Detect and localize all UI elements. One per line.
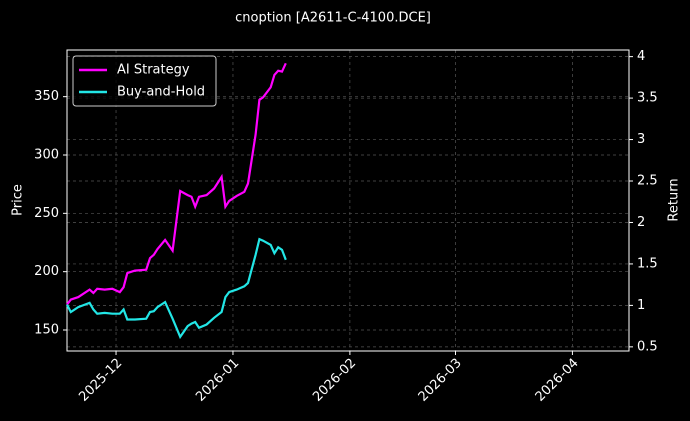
y2-axis-label: Return — [667, 178, 682, 221]
x-tick-label: 2026-03 — [416, 356, 465, 405]
chart-title: cnoption [A2611-C-4100.DCE] — [235, 11, 431, 26]
y-tick-label: 200 — [34, 264, 59, 279]
x-tick-label: 2025-12 — [76, 356, 125, 405]
y-tick-label: 350 — [34, 89, 59, 104]
plot-frame — [66, 49, 630, 352]
legend: AI Strategy Buy-and-Hold — [72, 55, 217, 107]
y2-tick-label: 2.5 — [637, 174, 658, 189]
series-line — [66, 62, 287, 306]
legend-label: AI Strategy — [117, 63, 190, 78]
y2-tick-label: 1.5 — [637, 256, 658, 271]
legend-box — [72, 55, 217, 107]
legend-label: Buy-and-Hold — [117, 85, 205, 100]
y2-tick-label: 3 — [637, 132, 645, 147]
x-tick-label: 2026-04 — [533, 356, 582, 405]
y-tick-label: 250 — [34, 206, 59, 221]
y2-tick-label: 4 — [637, 49, 645, 64]
x-tick-label: 2026-01 — [193, 356, 242, 405]
x-tick-label: 2026-02 — [310, 356, 359, 405]
y2-tick-label: 2 — [637, 215, 645, 230]
y2-tick-label: 3.5 — [637, 91, 658, 106]
y-tick-label: 300 — [34, 148, 59, 163]
y2-tick-label: 0.5 — [637, 339, 658, 354]
series-line — [66, 237, 287, 340]
y-axis-label: Price — [11, 184, 26, 216]
y2-tick-label: 1 — [637, 298, 645, 313]
y-tick-label: 150 — [34, 323, 59, 338]
